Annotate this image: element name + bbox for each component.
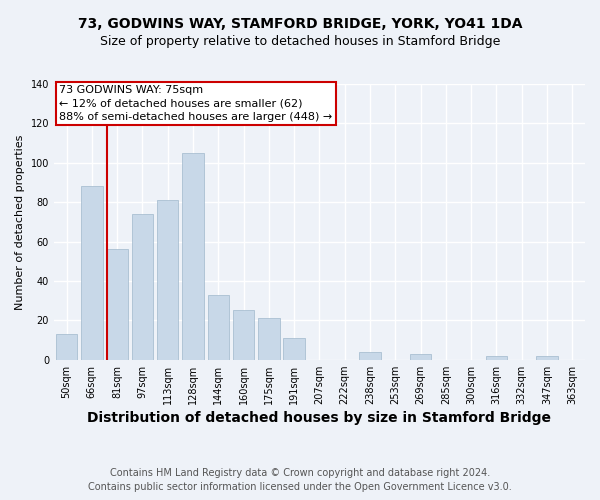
X-axis label: Distribution of detached houses by size in Stamford Bridge: Distribution of detached houses by size … (88, 411, 551, 425)
Bar (182, 153, 204, 360)
Bar (106, 250, 128, 360)
Bar (410, 354, 431, 360)
Text: Contains public sector information licensed under the Open Government Licence v3: Contains public sector information licen… (88, 482, 512, 492)
Text: Contains HM Land Registry data © Crown copyright and database right 2024.: Contains HM Land Registry data © Crown c… (110, 468, 490, 477)
Bar (81, 186, 103, 360)
Bar (359, 352, 381, 360)
Text: 73 GODWINS WAY: 75sqm
← 12% of detached houses are smaller (62)
88% of semi-deta: 73 GODWINS WAY: 75sqm ← 12% of detached … (59, 86, 332, 122)
Bar (486, 356, 507, 360)
Bar (233, 310, 254, 360)
Bar (157, 200, 178, 360)
Bar (283, 338, 305, 359)
Y-axis label: Number of detached properties: Number of detached properties (15, 134, 25, 310)
Bar (258, 318, 280, 360)
Bar (131, 214, 153, 360)
Bar (208, 294, 229, 360)
Text: 73, GODWINS WAY, STAMFORD BRIDGE, YORK, YO41 1DA: 73, GODWINS WAY, STAMFORD BRIDGE, YORK, … (78, 18, 522, 32)
Bar (56, 334, 77, 359)
Text: Size of property relative to detached houses in Stamford Bridge: Size of property relative to detached ho… (100, 35, 500, 48)
Bar (536, 356, 558, 360)
